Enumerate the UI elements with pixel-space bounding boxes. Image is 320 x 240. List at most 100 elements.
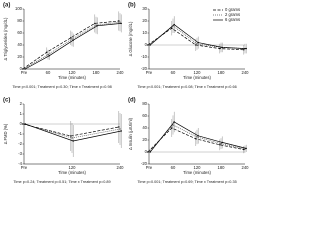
caption: Time p=0.001; Treatment p=0.69; Time x T… [137, 180, 236, 184]
point [48, 55, 50, 57]
y-tick-label: 0 [20, 121, 23, 126]
y-tick-label: -4 [18, 161, 22, 166]
y-axis-label: Δ Insulin (μIU/ml) [128, 117, 133, 150]
series-line [22, 20, 119, 70]
point [119, 128, 121, 130]
x-axis-label: Time (minutes) [183, 170, 211, 175]
point [118, 126, 120, 128]
point [119, 21, 121, 23]
point [120, 130, 122, 132]
y-tick-label: 2 [20, 101, 23, 106]
x-tick-label: 180 [218, 165, 226, 170]
point [70, 37, 72, 39]
y-tick-label: -10 [141, 54, 148, 59]
y-tick-label: 20 [142, 137, 147, 142]
caption: Time p=0.24; Treatment p=0.51; Time x Tr… [13, 180, 110, 184]
x-tick-label: 60 [171, 70, 176, 75]
point [24, 123, 26, 125]
y-tick-label: 10 [142, 30, 147, 35]
point [148, 44, 150, 46]
point [46, 51, 48, 53]
x-tick-label: Pre [146, 165, 153, 170]
point [171, 127, 173, 129]
y-axis-label: Δ Glucose (mg/dL) [128, 21, 133, 56]
point [147, 151, 149, 153]
point [243, 49, 245, 51]
y-tick-label: 20 [17, 54, 22, 59]
x-tick-label: 240 [242, 165, 250, 170]
point [244, 148, 246, 150]
point [219, 47, 221, 50]
x-tick-label: 120 [194, 70, 202, 75]
x-tick-label: 120 [69, 165, 77, 170]
point [220, 142, 222, 145]
point [149, 151, 151, 153]
x-axis-label: Time (minutes) [58, 75, 86, 80]
y-tick-label: 60 [142, 113, 147, 118]
y-tick-label: -3 [18, 151, 22, 156]
y-tick-label: 100 [15, 6, 23, 11]
y-tick-label: 60 [17, 30, 22, 35]
y-tick-label: -2 [18, 141, 22, 146]
series-line [22, 123, 119, 137]
point [197, 135, 199, 137]
legend-label: 6 grams [225, 17, 240, 22]
y-tick-label: 80 [142, 101, 147, 106]
y-tick-label: -20 [141, 161, 148, 166]
y-tick-label: 20 [142, 18, 147, 23]
point [120, 22, 122, 25]
x-tick-label: 240 [117, 165, 125, 170]
y-tick-label: 40 [142, 125, 147, 130]
x-tick-label: 120 [194, 165, 202, 170]
y-tick-label: 0 [20, 66, 23, 71]
point [196, 43, 198, 45]
point [221, 141, 223, 144]
point [72, 39, 74, 41]
y-tick-label: 80 [17, 18, 22, 23]
x-tick-label: 180 [93, 70, 101, 75]
point [245, 147, 247, 150]
point [22, 123, 24, 125]
point [22, 68, 24, 70]
point [173, 121, 175, 123]
point [195, 138, 197, 140]
y-tick-label: 1 [20, 111, 23, 116]
point [221, 46, 223, 49]
point [243, 148, 245, 151]
y-tick-label: 30 [142, 6, 147, 11]
x-tick-label: 120 [69, 70, 77, 75]
panel-title: (b) [128, 3, 136, 9]
point [96, 25, 98, 27]
panel-title: (a) [3, 3, 10, 9]
x-tick-label: Pre [146, 70, 153, 75]
y-tick-label: -20 [141, 66, 148, 71]
point [72, 140, 74, 142]
x-axis-label: Time (minutes) [58, 170, 86, 175]
point [171, 27, 173, 29]
point [23, 123, 25, 125]
point [71, 137, 73, 139]
x-tick-label: 240 [117, 70, 125, 75]
point [195, 44, 197, 46]
x-tick-label: Pre [21, 70, 28, 75]
point [148, 151, 150, 153]
point [147, 44, 149, 46]
y-tick-label: 40 [17, 42, 22, 47]
point [24, 68, 26, 70]
x-tick-label: 60 [171, 165, 176, 170]
x-axis-label: Time (minutes) [183, 75, 211, 80]
x-tick-label: Pre [21, 165, 28, 170]
point [94, 22, 96, 25]
y-axis-label: Δ FMD (%) [3, 123, 8, 144]
point [23, 68, 25, 70]
legend-label: 2 grams [225, 12, 240, 17]
point [149, 44, 151, 46]
point [70, 135, 72, 137]
caption: Time p<0.001; Treatment p=0.30; Time x T… [12, 85, 111, 89]
point [118, 20, 120, 22]
point [47, 53, 49, 56]
y-tick-label: -1 [18, 131, 22, 136]
point [219, 144, 221, 146]
x-tick-label: 180 [218, 70, 226, 75]
